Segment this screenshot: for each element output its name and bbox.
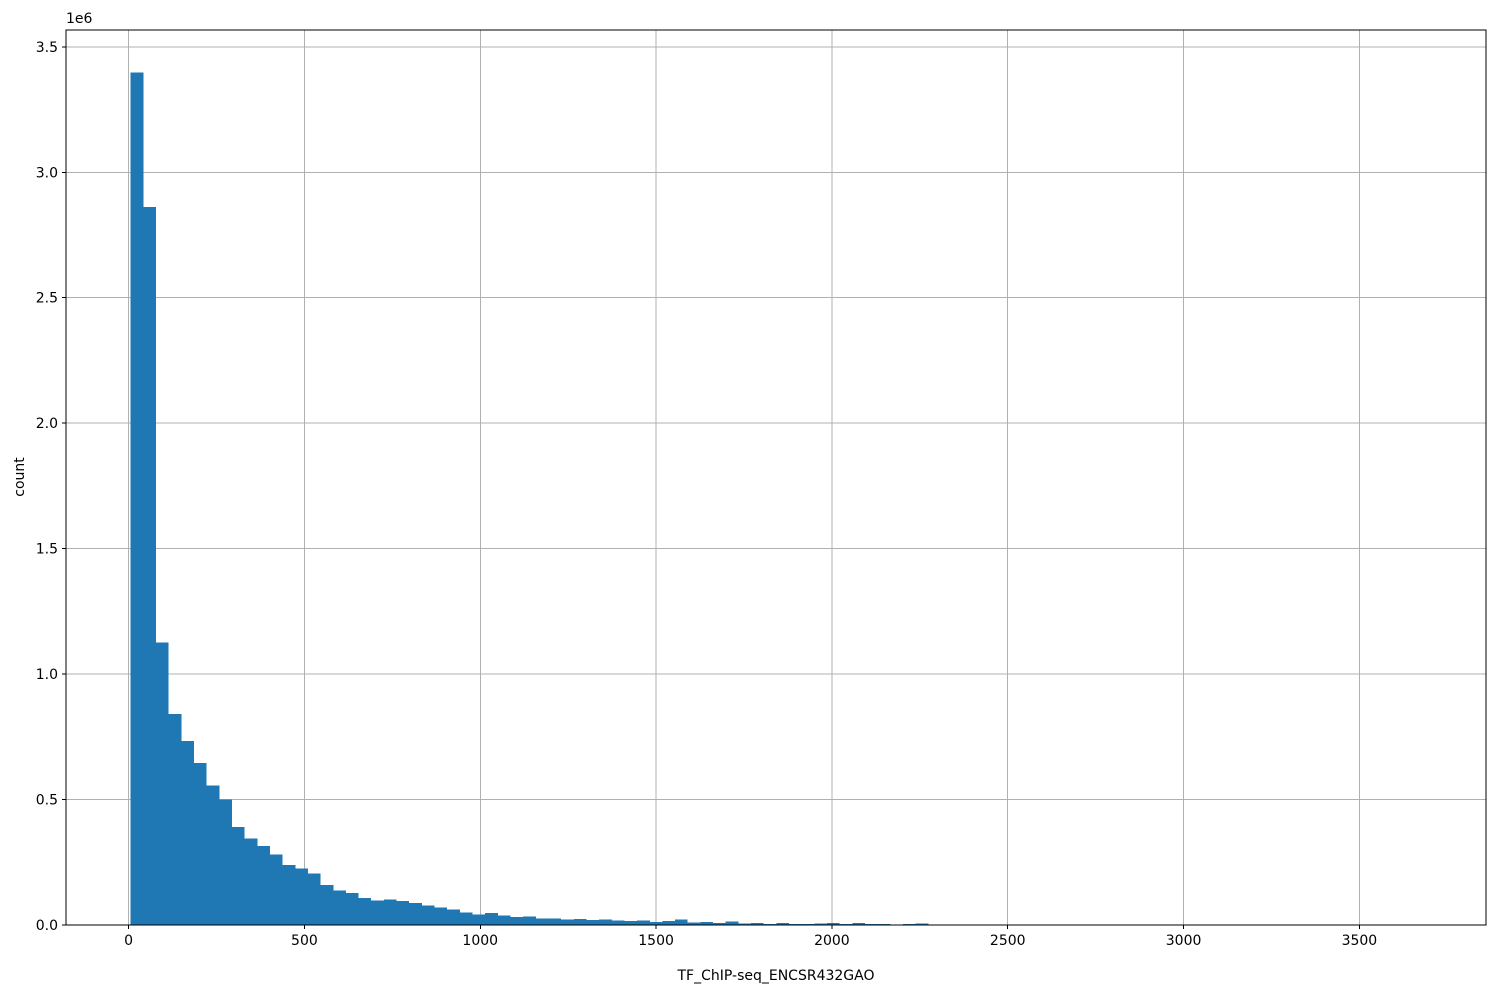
- y-tick-label: 3.5: [36, 40, 58, 56]
- histogram-bar: [396, 900, 410, 925]
- histogram-bar: [573, 919, 587, 925]
- histogram-bar: [269, 854, 283, 925]
- histogram-bar: [358, 897, 372, 925]
- histogram-bar: [130, 72, 144, 925]
- histogram-bar: [497, 915, 511, 925]
- histogram-bar: [662, 921, 676, 925]
- x-tick-label: 1000: [462, 933, 498, 949]
- histogram-bar: [333, 890, 346, 925]
- histogram-bar: [307, 873, 321, 925]
- histogram-bar: [219, 799, 232, 925]
- histogram-bar: [421, 905, 435, 925]
- histogram-bar: [231, 827, 245, 925]
- y-tick-label: 0.5: [36, 793, 58, 809]
- histogram-bar: [751, 922, 764, 925]
- histogram-bar: [447, 909, 460, 925]
- histogram-bar: [371, 900, 384, 925]
- histogram-bar: [687, 922, 701, 925]
- y-axis-title: count: [12, 457, 28, 497]
- histogram-bar: [599, 919, 612, 925]
- histogram-bar: [181, 741, 195, 925]
- histogram-bar: [143, 206, 157, 926]
- histogram-bar: [561, 919, 574, 925]
- histogram-bar: [523, 916, 536, 925]
- histogram-bar: [409, 902, 422, 925]
- histogram-bar: [700, 921, 714, 925]
- histogram-bar: [877, 923, 891, 925]
- histogram-bar: [168, 714, 182, 925]
- histogram-bar: [257, 846, 270, 925]
- x-tick-label: 500: [291, 933, 318, 949]
- y-axis-offset-label: 1e6: [66, 11, 93, 27]
- x-tick-label: 0: [124, 933, 133, 949]
- histogram-bar: [624, 921, 638, 925]
- x-tick-label: 1500: [638, 933, 674, 949]
- histogram-bar: [852, 922, 865, 925]
- y-tick-label: 2.5: [36, 291, 58, 307]
- histogram-bar: [713, 923, 726, 925]
- x-tick-label: 2500: [990, 933, 1026, 949]
- histogram-bar: [839, 923, 853, 925]
- histogram-bar: [194, 762, 207, 925]
- histogram-bar: [776, 922, 790, 925]
- histogram-bar: [485, 913, 498, 925]
- histogram-bar: [915, 923, 929, 925]
- histogram-bar: [801, 923, 815, 925]
- histogram-bar: [295, 868, 308, 925]
- axes-spines: [65, 29, 1487, 926]
- histogram-bar: [156, 642, 169, 925]
- y-tick-label: 2.0: [36, 416, 58, 432]
- histogram-bar: [611, 920, 625, 925]
- histogram-bar: [586, 919, 600, 925]
- histogram-bar: [472, 914, 486, 925]
- histogram-bar: [763, 923, 777, 925]
- x-tick-label: 3000: [1166, 933, 1202, 949]
- x-tick-label: 3500: [1342, 933, 1378, 949]
- histogram-bar: [434, 907, 448, 925]
- histogram-bar: [244, 838, 258, 925]
- x-tick-label: 2000: [814, 933, 850, 949]
- histogram-bar: [282, 864, 296, 925]
- x-axis-title: TF_ChIP-seq_ENCSR432GAO: [677, 968, 875, 984]
- histogram-bar: [535, 918, 549, 925]
- y-tick-label: 1.5: [36, 542, 58, 558]
- histogram-bar: [725, 921, 739, 925]
- histogram-bar: [510, 916, 524, 925]
- histogram-bar: [459, 912, 473, 925]
- histogram-bar: [548, 918, 562, 925]
- histogram-bar: [738, 923, 752, 925]
- histogram-bar: [206, 785, 220, 925]
- histogram-bar: [649, 921, 663, 925]
- histogram-bar: [826, 923, 840, 925]
- histogram-bar: [320, 885, 334, 925]
- y-tick-label: 3.0: [36, 165, 58, 181]
- histogram-bar: [814, 923, 827, 925]
- histogram-bar: [383, 899, 397, 925]
- histogram-bar: [637, 920, 650, 925]
- y-tick-label: 1.0: [36, 667, 58, 683]
- histogram-bar: [345, 893, 359, 925]
- y-tick-label: 0.0: [36, 918, 58, 934]
- histogram-bar: [675, 919, 688, 925]
